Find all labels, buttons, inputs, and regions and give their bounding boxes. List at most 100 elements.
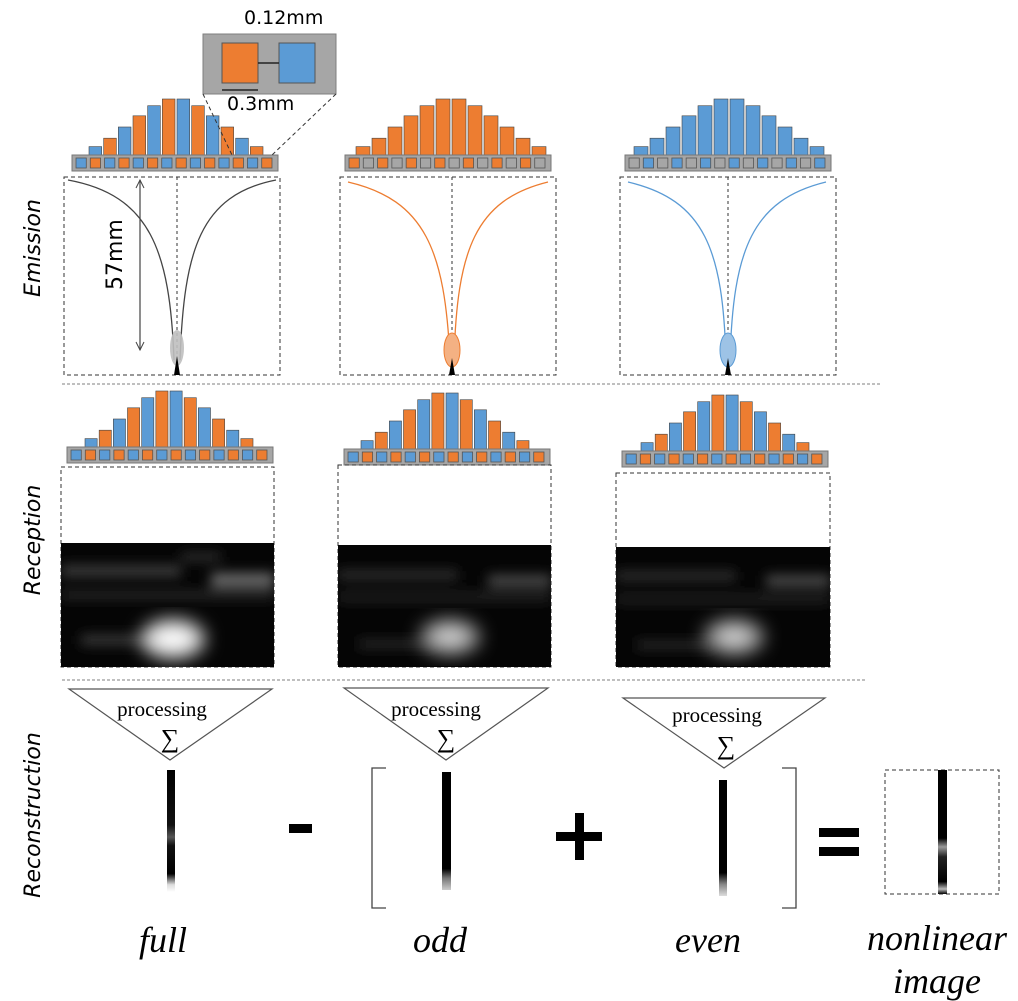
apodization-bar xyxy=(745,105,761,156)
apodization-bar xyxy=(768,422,781,452)
apodization-bar xyxy=(435,98,451,156)
apodization-bar xyxy=(713,98,729,156)
apodization-bar xyxy=(809,146,825,156)
emission-apodization-odd xyxy=(355,98,547,156)
apodization-bar xyxy=(220,126,234,156)
apodization-bar xyxy=(371,137,387,156)
apodization-bar xyxy=(240,438,254,448)
processing-odd: processing ∑ xyxy=(342,687,550,761)
array-element xyxy=(771,157,783,169)
reception-apodization-odd xyxy=(360,392,530,450)
array-element xyxy=(639,453,651,465)
apodization-bar xyxy=(198,407,211,448)
processing-label-even: processing xyxy=(672,703,762,727)
apodization-bar xyxy=(697,105,713,156)
apodization-bar xyxy=(88,146,102,156)
apodization-bar xyxy=(355,146,371,156)
array-element xyxy=(362,157,374,169)
array-element xyxy=(534,157,546,169)
array-element xyxy=(785,157,797,169)
reception-array-even xyxy=(621,450,829,468)
apodization-bar xyxy=(206,115,220,156)
apodization-bar xyxy=(235,137,249,156)
array-element xyxy=(75,157,87,169)
inset-element-label: 0.3mm xyxy=(227,93,294,115)
apodization-bar xyxy=(360,440,374,450)
array-element xyxy=(127,449,139,461)
array-element xyxy=(628,157,640,169)
apodization-bar xyxy=(155,390,169,448)
apodization-bar xyxy=(84,438,98,448)
apodization-bar xyxy=(669,422,682,452)
array-element xyxy=(697,453,709,465)
plus-operator xyxy=(556,813,602,860)
array-element xyxy=(504,451,516,463)
apodization-bar xyxy=(212,418,225,448)
array-element xyxy=(625,453,637,465)
reception-image-odd xyxy=(337,464,552,668)
array-element xyxy=(477,157,489,169)
array-element xyxy=(520,157,532,169)
apodization-bar xyxy=(451,98,467,156)
apodization-bar xyxy=(761,115,777,156)
array-element xyxy=(170,449,182,461)
caption-nonlinear: nonlinear xyxy=(867,918,1008,958)
apodization-bar xyxy=(191,105,205,156)
array-element xyxy=(754,453,766,465)
array-element xyxy=(199,449,211,461)
array-element xyxy=(113,449,125,461)
caption-full: full xyxy=(139,920,187,960)
apodization-bar xyxy=(250,146,264,156)
array-element xyxy=(247,157,259,169)
array-element xyxy=(204,157,216,169)
processing-full: processing ∑ xyxy=(67,688,274,761)
reception-image-full xyxy=(60,466,275,668)
array-element xyxy=(682,453,694,465)
apodization-bar xyxy=(531,146,547,156)
bracket-left xyxy=(371,767,386,909)
processing-label-odd: processing xyxy=(391,697,481,721)
array-element xyxy=(700,157,712,169)
apodization-bar xyxy=(118,126,132,156)
apodization-bar xyxy=(729,98,745,156)
array-element xyxy=(261,157,273,169)
array-element xyxy=(433,451,445,463)
array-element xyxy=(142,449,154,461)
array-element xyxy=(118,157,130,169)
array-element xyxy=(797,453,809,465)
transducer-array-full xyxy=(71,154,279,172)
array-element xyxy=(242,449,254,461)
array-element xyxy=(768,453,780,465)
apodization-bar xyxy=(483,115,499,156)
apodization-bar xyxy=(711,394,725,452)
array-element xyxy=(213,449,225,461)
array-element xyxy=(811,453,823,465)
processing-even: processing ∑ xyxy=(621,697,827,769)
apodization-bar xyxy=(725,394,739,452)
array-element xyxy=(448,157,460,169)
apodization-bar xyxy=(403,409,416,450)
apodization-bar xyxy=(403,115,419,156)
processing-label-full: processing xyxy=(117,697,207,721)
apodization-bar xyxy=(98,429,112,448)
apodization-bar xyxy=(782,433,796,452)
emission-apodization-even xyxy=(633,98,825,156)
apodization-bar xyxy=(132,115,146,156)
minus-operator xyxy=(289,824,312,833)
array-element xyxy=(99,449,111,461)
array-element xyxy=(462,157,474,169)
apodization-bar xyxy=(431,392,445,450)
reception-array-odd xyxy=(343,448,551,466)
array-element xyxy=(227,449,239,461)
array-element xyxy=(70,449,82,461)
apodization-bar xyxy=(502,431,516,450)
apodization-bar xyxy=(374,431,388,450)
array-element xyxy=(232,157,244,169)
apodization-bar xyxy=(169,390,183,448)
array-element xyxy=(711,453,723,465)
apodization-bar xyxy=(474,409,487,450)
apodization-bar xyxy=(467,105,483,156)
array-element xyxy=(447,451,459,463)
apodization-bar xyxy=(459,399,473,450)
array-element xyxy=(420,157,432,169)
